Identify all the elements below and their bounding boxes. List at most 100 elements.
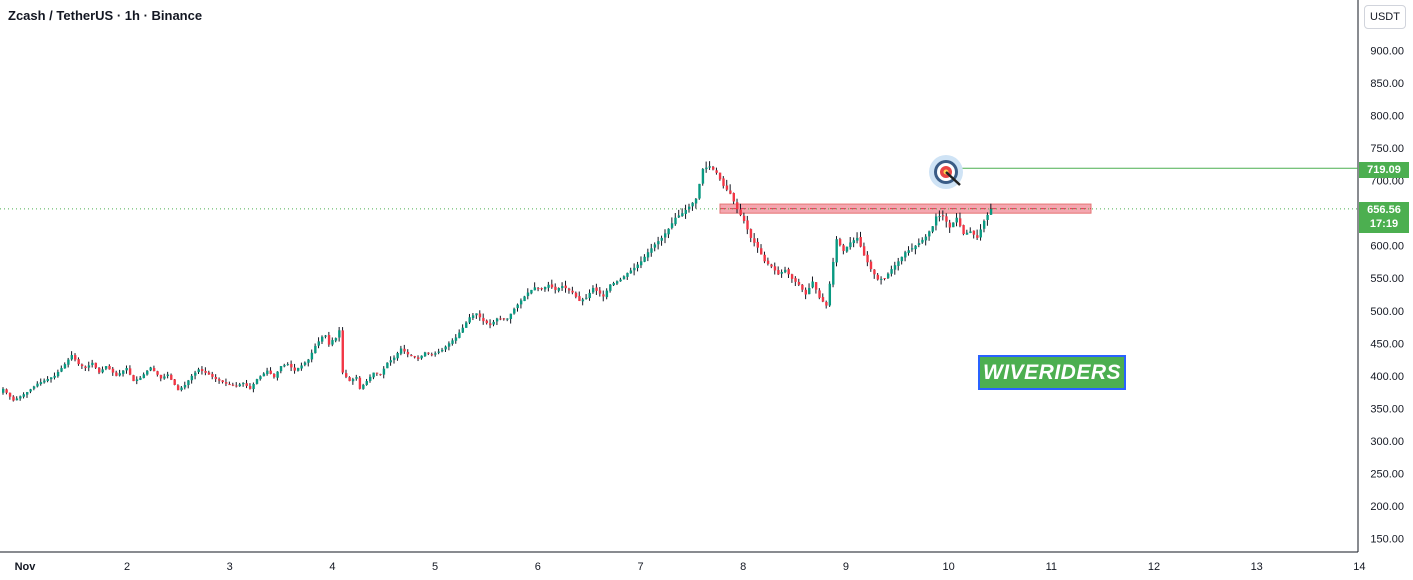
candle-body xyxy=(441,349,444,352)
candle-body xyxy=(958,218,962,226)
candle-body xyxy=(482,317,485,322)
candle-body xyxy=(852,240,856,244)
candle-body xyxy=(660,237,663,241)
x-tick-label: 9 xyxy=(843,561,849,573)
candle-body xyxy=(691,202,694,207)
x-tick-label: 4 xyxy=(329,561,335,573)
candle-body xyxy=(324,335,327,337)
candle-body xyxy=(499,318,502,320)
candle-body xyxy=(461,327,465,333)
candle-body xyxy=(880,278,883,280)
candle-body xyxy=(523,296,526,302)
candle-body xyxy=(972,230,976,235)
candle-body xyxy=(125,368,128,371)
candle-body xyxy=(427,352,430,354)
candle-body xyxy=(934,216,938,226)
candle-body xyxy=(345,373,348,377)
candle-body xyxy=(701,168,705,184)
candle-body xyxy=(382,368,386,375)
candle-body xyxy=(639,261,643,266)
candle-body xyxy=(955,217,958,223)
candle-body xyxy=(447,343,451,347)
candle-body xyxy=(12,396,15,401)
candle-body xyxy=(866,254,869,263)
candle-body xyxy=(475,313,478,316)
candle-body xyxy=(495,318,499,322)
candle-body xyxy=(430,354,434,356)
candle-body xyxy=(375,372,379,374)
candle-body xyxy=(657,241,660,245)
candle-body xyxy=(115,372,118,376)
candle-body xyxy=(389,360,392,363)
candle-body xyxy=(763,254,766,262)
candle-body xyxy=(561,286,564,288)
candle-body xyxy=(588,292,591,299)
y-tick-label: 900.00 xyxy=(1370,46,1404,58)
candle-body xyxy=(602,294,605,297)
candle-body xyxy=(173,379,176,385)
candle-body xyxy=(756,241,759,248)
candle-body xyxy=(910,248,914,250)
candle-body xyxy=(609,284,612,291)
candle-body xyxy=(348,377,351,382)
candle-body xyxy=(986,214,989,220)
candle-body xyxy=(688,206,691,210)
candle-body xyxy=(423,352,427,357)
candle-body xyxy=(633,267,636,271)
candle-body xyxy=(989,208,993,215)
candle-body xyxy=(924,236,928,241)
candle-body xyxy=(200,369,204,372)
candle-body xyxy=(876,274,880,280)
candle-body xyxy=(242,383,245,385)
candle-body xyxy=(465,322,468,328)
x-tick-label: 11 xyxy=(1046,561,1057,573)
candle-body xyxy=(255,379,259,384)
candle-body xyxy=(214,376,218,380)
candle-body xyxy=(516,304,519,309)
candle-body xyxy=(77,359,80,365)
y-tick-label: 800.00 xyxy=(1370,111,1404,123)
candle-body xyxy=(70,355,73,360)
candle-body xyxy=(729,190,732,194)
y-tick-label: 150.00 xyxy=(1370,534,1404,546)
candle-body xyxy=(286,364,290,366)
candle-body xyxy=(358,377,362,389)
candle-body xyxy=(317,341,320,346)
candle-body xyxy=(406,351,410,355)
candle-body xyxy=(238,384,242,387)
candle-body xyxy=(101,369,104,373)
candle-body xyxy=(742,215,746,221)
candle-body xyxy=(159,374,163,379)
x-tick-label: Nov xyxy=(15,561,37,573)
candle-body xyxy=(526,292,530,297)
candle-body xyxy=(63,364,67,369)
countdown-timer: 17:19 xyxy=(1369,218,1399,230)
candle-body xyxy=(194,372,197,376)
y-tick-label: 700.00 xyxy=(1370,176,1404,188)
currency-button[interactable]: USDT xyxy=(1364,5,1406,29)
candle-body xyxy=(667,228,670,235)
candle-body xyxy=(571,290,574,293)
candle-body xyxy=(43,380,46,383)
candle-body xyxy=(859,237,862,247)
candle-body xyxy=(276,371,279,378)
candle-body xyxy=(283,365,286,367)
x-tick-label: 5 xyxy=(432,561,438,573)
candle-body xyxy=(715,170,718,173)
candle-body xyxy=(2,388,5,393)
chart-title: Zcash / TetherUS · 1h · Binance xyxy=(8,8,203,23)
candle-body xyxy=(732,192,735,202)
candle-body xyxy=(60,368,63,372)
candle-body xyxy=(444,346,447,350)
candle-body xyxy=(712,166,715,170)
x-tick-label: 8 xyxy=(740,561,746,573)
candle-body xyxy=(965,232,969,235)
y-tick-label: 750.00 xyxy=(1370,143,1404,155)
candle-body xyxy=(403,348,406,352)
candle-body xyxy=(393,357,396,360)
candle-body xyxy=(886,273,890,279)
candle-body xyxy=(862,246,866,256)
candle-body xyxy=(921,239,924,243)
candle-body xyxy=(564,285,567,289)
